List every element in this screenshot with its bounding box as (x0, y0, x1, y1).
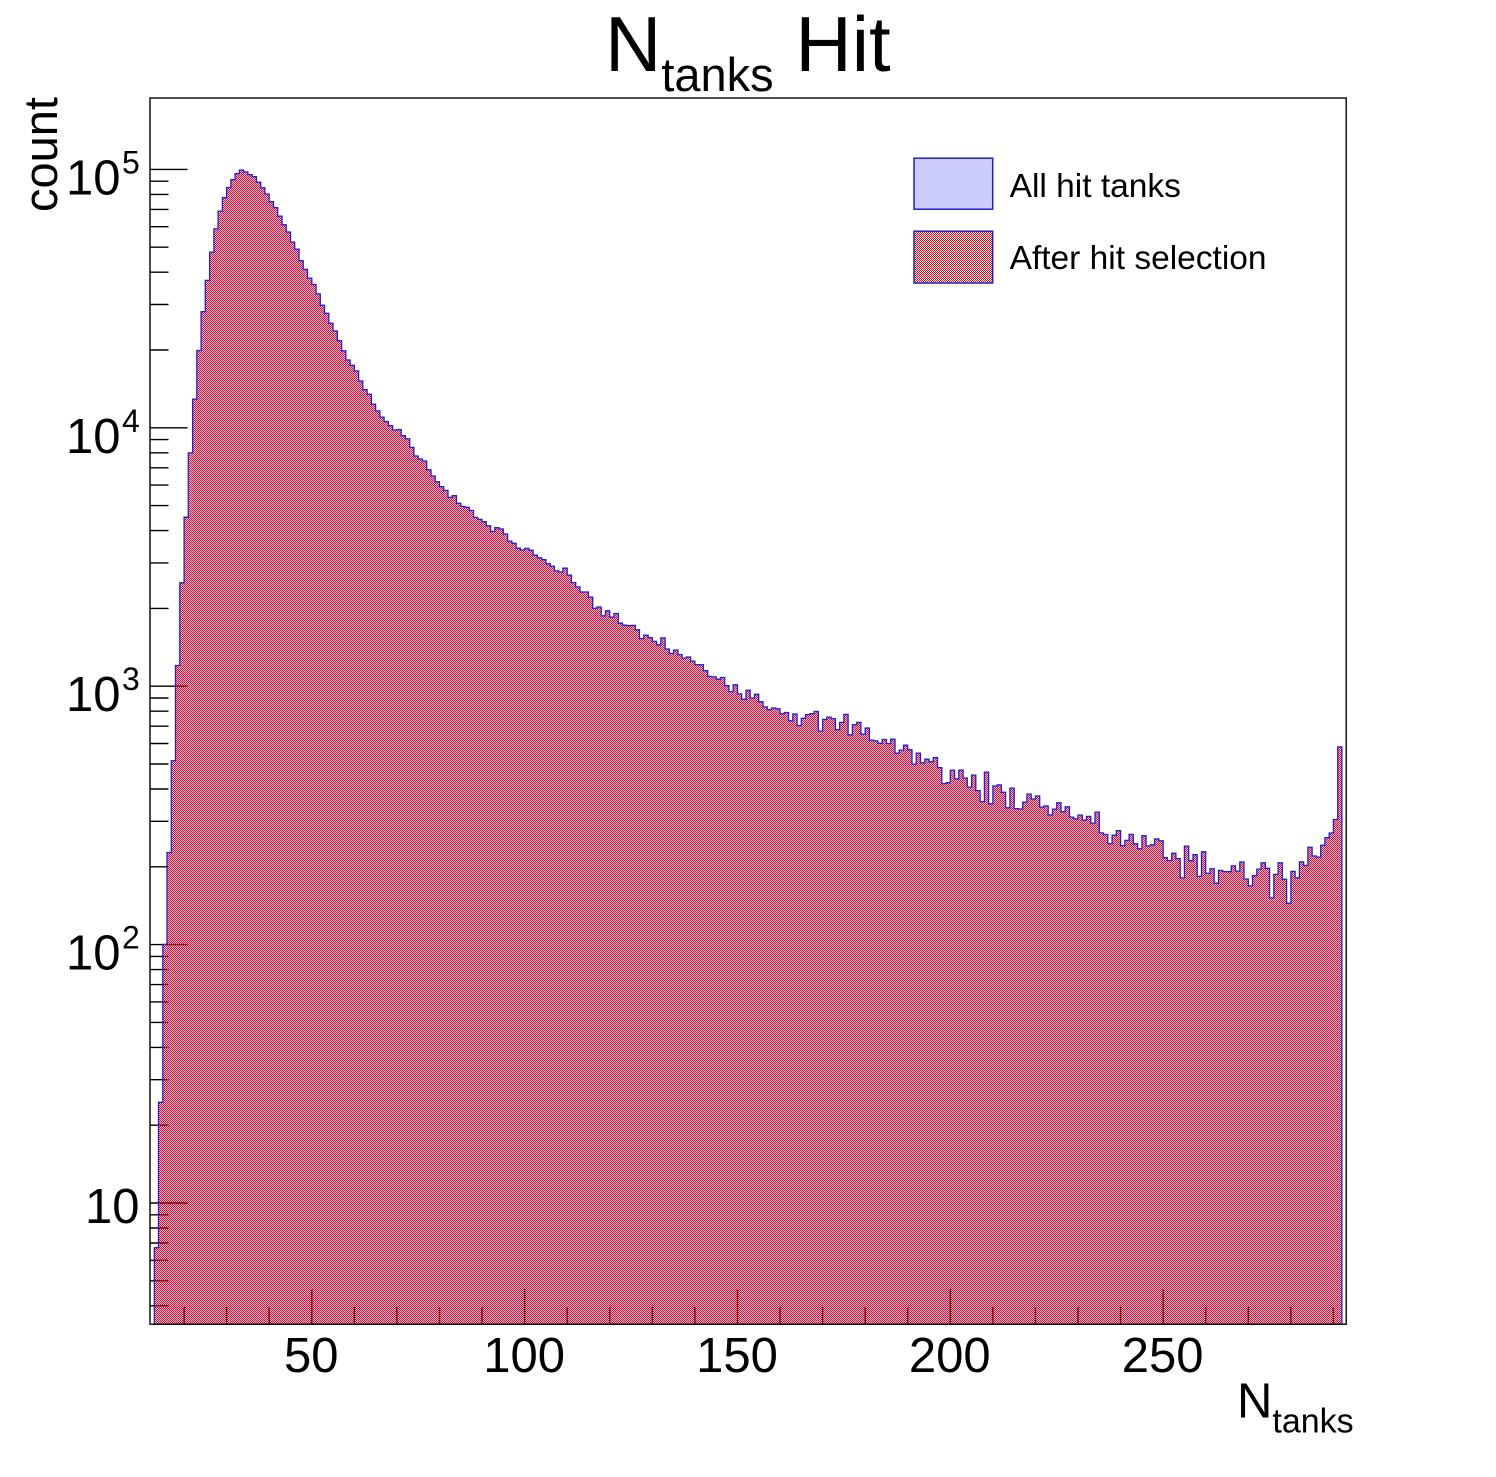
svg-text:5: 5 (122, 144, 140, 180)
svg-text:10: 10 (66, 410, 121, 464)
svg-text:After hit selection: After hit selection (1010, 240, 1267, 277)
svg-text:4: 4 (122, 403, 140, 439)
svg-text:All hit tanks: All hit tanks (1010, 168, 1181, 205)
svg-text:200: 200 (909, 1329, 991, 1383)
svg-text:3: 3 (122, 661, 140, 697)
svg-text:10: 10 (85, 1180, 140, 1234)
svg-text:10: 10 (66, 668, 121, 722)
svg-text:2: 2 (122, 920, 140, 956)
svg-text:10: 10 (66, 151, 121, 205)
svg-text:100: 100 (483, 1329, 565, 1383)
svg-text:150: 150 (696, 1329, 778, 1383)
svg-text:250: 250 (1122, 1329, 1204, 1383)
svg-text:10: 10 (66, 927, 121, 981)
svg-text:50: 50 (284, 1329, 339, 1383)
svg-text:count: count (14, 97, 67, 212)
